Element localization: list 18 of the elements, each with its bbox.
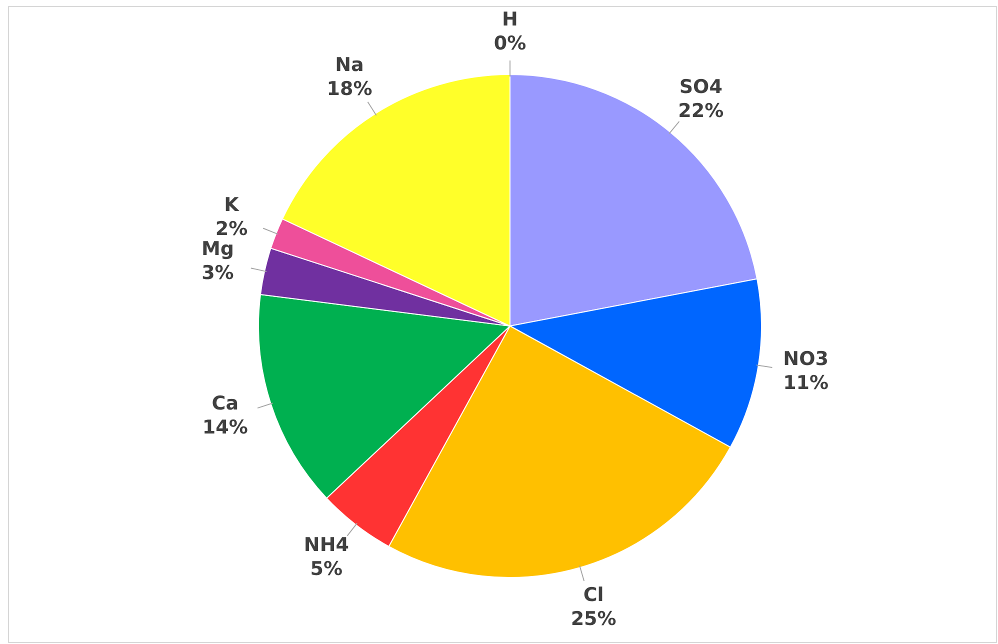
slice-label: NH4 [304, 534, 349, 556]
data-label: 14% [202, 416, 248, 439]
slice-label: K [224, 194, 240, 216]
slice-label: Cl [583, 584, 604, 606]
category-label: H [502, 8, 518, 30]
data-label: 5% [310, 558, 343, 580]
slice-label: NO3 [783, 348, 828, 370]
data-label: 25% [570, 608, 616, 630]
data-label: 22% [678, 100, 724, 122]
data-label: 2% [215, 218, 248, 240]
slice-label: Mg [201, 238, 234, 260]
data-label: 18% [326, 78, 372, 100]
slice-label: Ca [212, 392, 239, 415]
data-label: 3% [202, 262, 234, 284]
slice-label: Na [335, 54, 364, 76]
slice-label: SO4 [679, 76, 722, 98]
text: 0% [494, 32, 526, 54]
data-label: 11% [783, 372, 829, 394]
